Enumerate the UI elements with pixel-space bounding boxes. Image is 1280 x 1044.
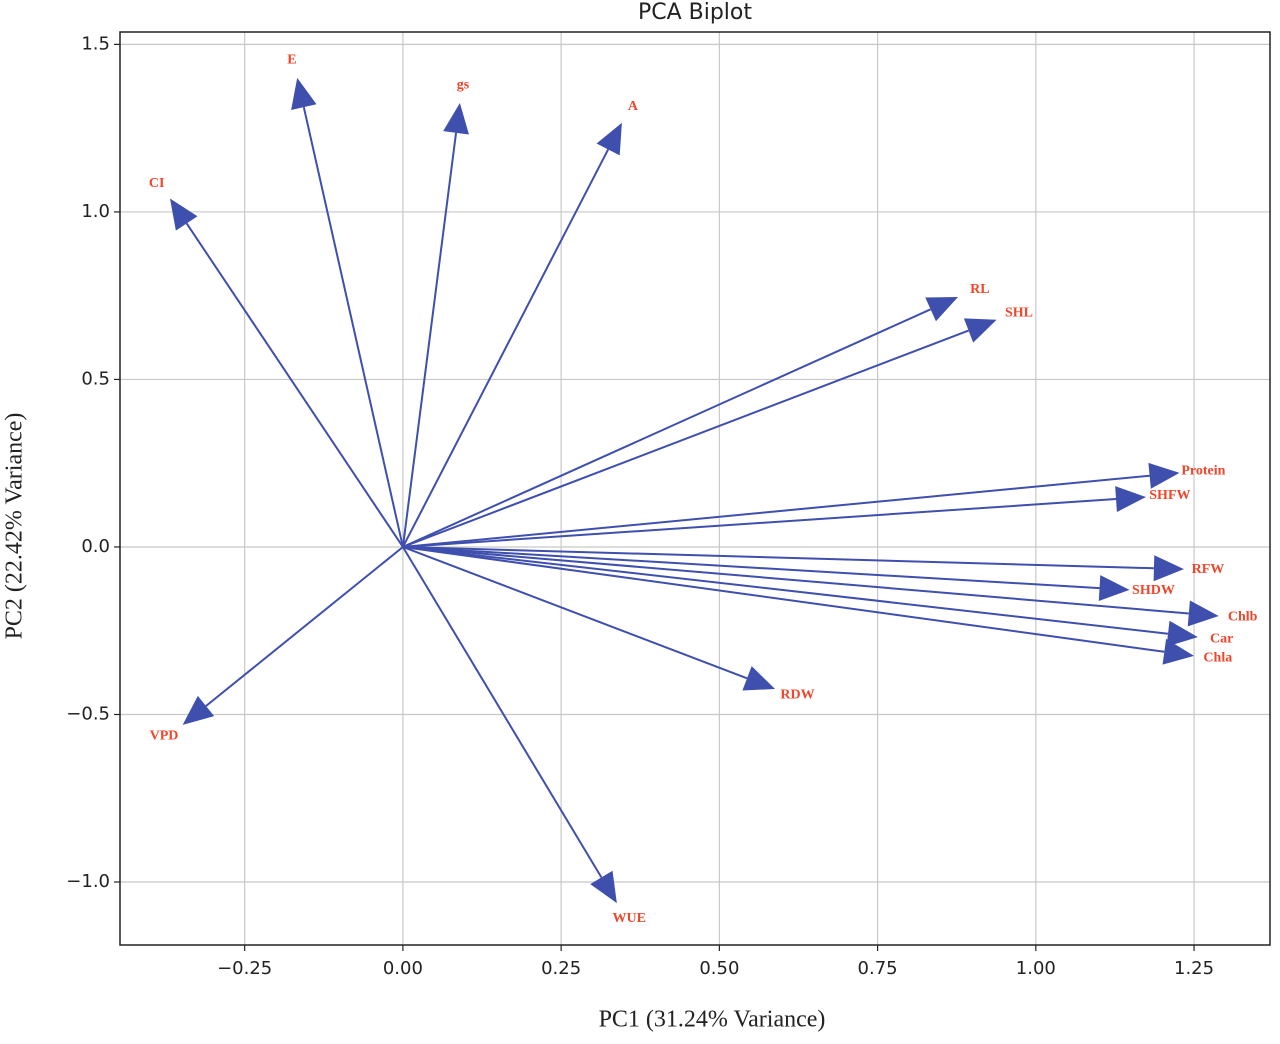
variable-label: A [628, 99, 639, 114]
variable-label: E [287, 53, 296, 68]
x-tick-label: 0.50 [699, 958, 739, 979]
x-tick-label: 1.00 [1016, 958, 1056, 979]
x-tick-label: 0.75 [858, 958, 898, 979]
loading-arrow [402, 329, 969, 548]
loading-arrow [402, 546, 748, 680]
variable-label: RFW [1192, 562, 1225, 577]
arrow-head [170, 198, 198, 231]
loading-arrow [402, 545, 1169, 635]
variable-label: SHFW [1149, 488, 1190, 503]
variable-label: VPD [150, 728, 179, 743]
variable-label: SHL [1005, 306, 1033, 321]
arrow-head [182, 695, 215, 725]
arrow-head [1187, 600, 1219, 627]
chart-title: PCA Biplot [638, 0, 752, 25]
y-tick-label: 1.5 [81, 33, 110, 54]
arrow-head [291, 77, 317, 111]
arrow-head [590, 870, 617, 904]
variable-label: RL [970, 282, 989, 297]
loading-arrow [302, 106, 404, 548]
y-tick-label: −1.0 [66, 871, 110, 892]
variable-label: SHDW [1132, 583, 1175, 598]
arrow-head [925, 297, 958, 322]
x-tick-label: 0.25 [541, 958, 581, 979]
arrow-head [1153, 555, 1184, 582]
variable-label: Car [1210, 631, 1233, 646]
y-tick-label: 0.0 [81, 536, 110, 557]
variable-label: gs [457, 77, 470, 92]
arrow-head [742, 666, 776, 691]
arrow-head [596, 122, 622, 156]
variable-label: Chlb [1228, 610, 1258, 625]
x-axis-label: PC1 (31.24% Variance) [599, 1007, 826, 1033]
arrow-head [1098, 575, 1130, 602]
loading-arrow [402, 308, 932, 548]
loading-arrow [402, 474, 1150, 548]
loading-arrow [402, 545, 1165, 653]
loading-arrow [402, 546, 603, 878]
y-tick-label: 1.0 [81, 201, 110, 222]
variable-label: RDW [780, 688, 814, 703]
arrow-head [1115, 486, 1146, 513]
loading-arrow [402, 148, 610, 548]
arrow-head [1162, 638, 1195, 665]
loading-arrow [401, 132, 458, 548]
variable-label: Protein [1181, 463, 1225, 478]
variable-label: WUE [612, 911, 645, 926]
plot-frame [119, 31, 1271, 946]
arrow-head [1166, 620, 1198, 647]
loading-arrow [402, 545, 1154, 570]
loading-arrow [185, 222, 404, 548]
x-tick-label: −0.25 [217, 958, 272, 979]
arrow-head [1148, 462, 1180, 489]
y-tick-label: −0.5 [66, 703, 110, 724]
x-tick-label: 0.00 [383, 958, 423, 979]
x-tick-label: 1.25 [1174, 958, 1214, 979]
loading-arrow [402, 545, 1189, 615]
loading-arrow [205, 546, 404, 707]
y-tick-label: 0.5 [81, 368, 110, 389]
arrow-head [963, 318, 997, 343]
variable-label: Chla [1203, 651, 1232, 666]
loading-arrow [402, 498, 1117, 548]
y-axis-label: PC2 (22.42% Variance) [2, 413, 28, 640]
variable-label: CI [149, 176, 165, 191]
arrow-head [443, 103, 469, 135]
loading-arrow [402, 545, 1100, 590]
